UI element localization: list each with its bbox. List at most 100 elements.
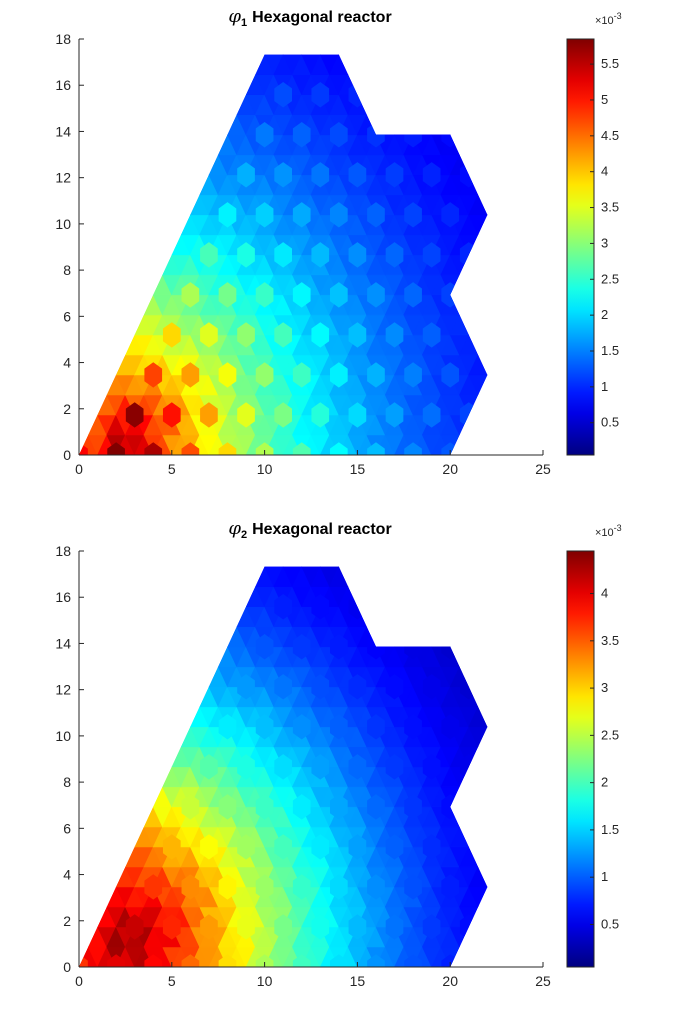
mesh-cell [468, 926, 488, 948]
fuel-pin-cell [348, 322, 367, 348]
mesh-cell [394, 454, 414, 456]
fuel-pin-cell [274, 594, 293, 620]
mesh-cell [486, 586, 488, 608]
mesh-cell [486, 826, 488, 848]
fuel-pin-cell [385, 674, 404, 700]
mesh-cell [449, 74, 470, 96]
mesh-cell [217, 54, 238, 56]
mesh-cell [106, 294, 126, 316]
mesh-cell [497, 275, 516, 295]
mesh-cell [468, 154, 488, 176]
fuel-pin-cell [385, 322, 404, 348]
mesh-cell [87, 254, 108, 276]
mesh-cell [115, 54, 136, 76]
mesh-cell [79, 54, 99, 56]
fuel-pin-cell [181, 794, 200, 820]
mesh-cell [106, 274, 126, 296]
mesh-cell [477, 74, 488, 96]
mesh-cell [486, 314, 488, 336]
mesh-cell [486, 374, 488, 396]
mesh-cell [97, 114, 117, 136]
mesh-cell [134, 54, 154, 76]
mesh-cell [477, 806, 488, 828]
colorbar-tick-label: 0.5 [601, 415, 619, 430]
mesh-cell [115, 726, 136, 748]
fuel-pin-cell [292, 714, 311, 740]
fuel-pin-cell [255, 282, 274, 308]
mesh-cell [87, 806, 108, 828]
colorbar-tick-label: 5.5 [601, 56, 619, 71]
mesh-cell [180, 174, 201, 196]
mesh-cell [87, 94, 108, 116]
mesh-cell [143, 766, 163, 788]
mesh-cell [468, 646, 488, 668]
mesh-cell [171, 626, 191, 648]
mesh-cell [79, 94, 80, 116]
mesh-cell [134, 94, 154, 116]
mesh-cell [51, 887, 70, 907]
mesh-cell [171, 114, 191, 136]
mesh-cell [87, 746, 108, 768]
mesh-cell [115, 586, 136, 608]
mesh-cell [51, 335, 70, 355]
mesh-cell [497, 375, 516, 395]
mesh-cell [97, 666, 117, 688]
fuel-pin-cell [404, 362, 422, 388]
mesh-cell [449, 54, 470, 76]
mesh-cell [97, 966, 117, 967]
fuel-pin-cell [367, 954, 385, 967]
mesh-cell [440, 586, 460, 608]
mesh-cell [79, 194, 80, 216]
mesh-cell [486, 626, 488, 648]
mesh-cell [87, 966, 108, 967]
mesh-cell [236, 566, 256, 568]
mesh-cell [143, 586, 163, 608]
mesh-cell [79, 374, 99, 396]
mesh-cell [79, 886, 99, 908]
mesh-cell [217, 606, 238, 628]
mesh-cell [115, 626, 136, 648]
fuel-pin-cell [348, 754, 367, 780]
mesh-cell [171, 666, 191, 688]
mesh-cell [394, 54, 414, 76]
mesh-cell [459, 646, 479, 668]
mesh-cell [171, 566, 191, 588]
fuel-pin-cell [255, 634, 274, 660]
mesh-cell [106, 586, 126, 608]
mesh-cell [162, 726, 182, 748]
mesh-cell [441, 527, 460, 547]
mesh-cell [106, 766, 126, 788]
mesh-cell [97, 806, 117, 828]
mesh-cell [477, 686, 488, 708]
fuel-pin-cell [329, 874, 348, 900]
mesh-cell [189, 134, 210, 156]
mesh-cell [97, 786, 117, 808]
mesh-cell [366, 966, 386, 967]
fuel-pin-cell [255, 122, 274, 148]
fuel-pin-cell [181, 362, 200, 388]
mesh-cell [163, 15, 182, 35]
mesh-cell [468, 294, 488, 316]
mesh-cell [152, 606, 173, 628]
mesh-cell [486, 606, 488, 628]
mesh-cell [375, 54, 395, 56]
mesh-cell [115, 966, 136, 967]
mesh-cell [199, 626, 219, 648]
x-tick-label: 10 [257, 973, 273, 989]
colorbar-tick-label: 1.5 [601, 822, 619, 837]
mesh-cell [124, 254, 145, 276]
fuel-pin-cell [311, 674, 330, 700]
fuel-pin-cell [218, 954, 237, 967]
fuel-pin-cell [311, 162, 330, 188]
mesh-cell [227, 966, 247, 967]
mesh-cell [366, 94, 386, 116]
mesh-cell [301, 566, 321, 568]
mesh-cell [477, 114, 488, 136]
mesh-cell [124, 154, 145, 176]
mesh-cell [79, 746, 80, 768]
mesh-cell [273, 566, 293, 568]
mesh-cell [134, 646, 154, 668]
colorbar-exponent: ×10-3 [595, 11, 622, 27]
mesh-cell [459, 294, 479, 316]
mesh-cell [431, 586, 451, 608]
